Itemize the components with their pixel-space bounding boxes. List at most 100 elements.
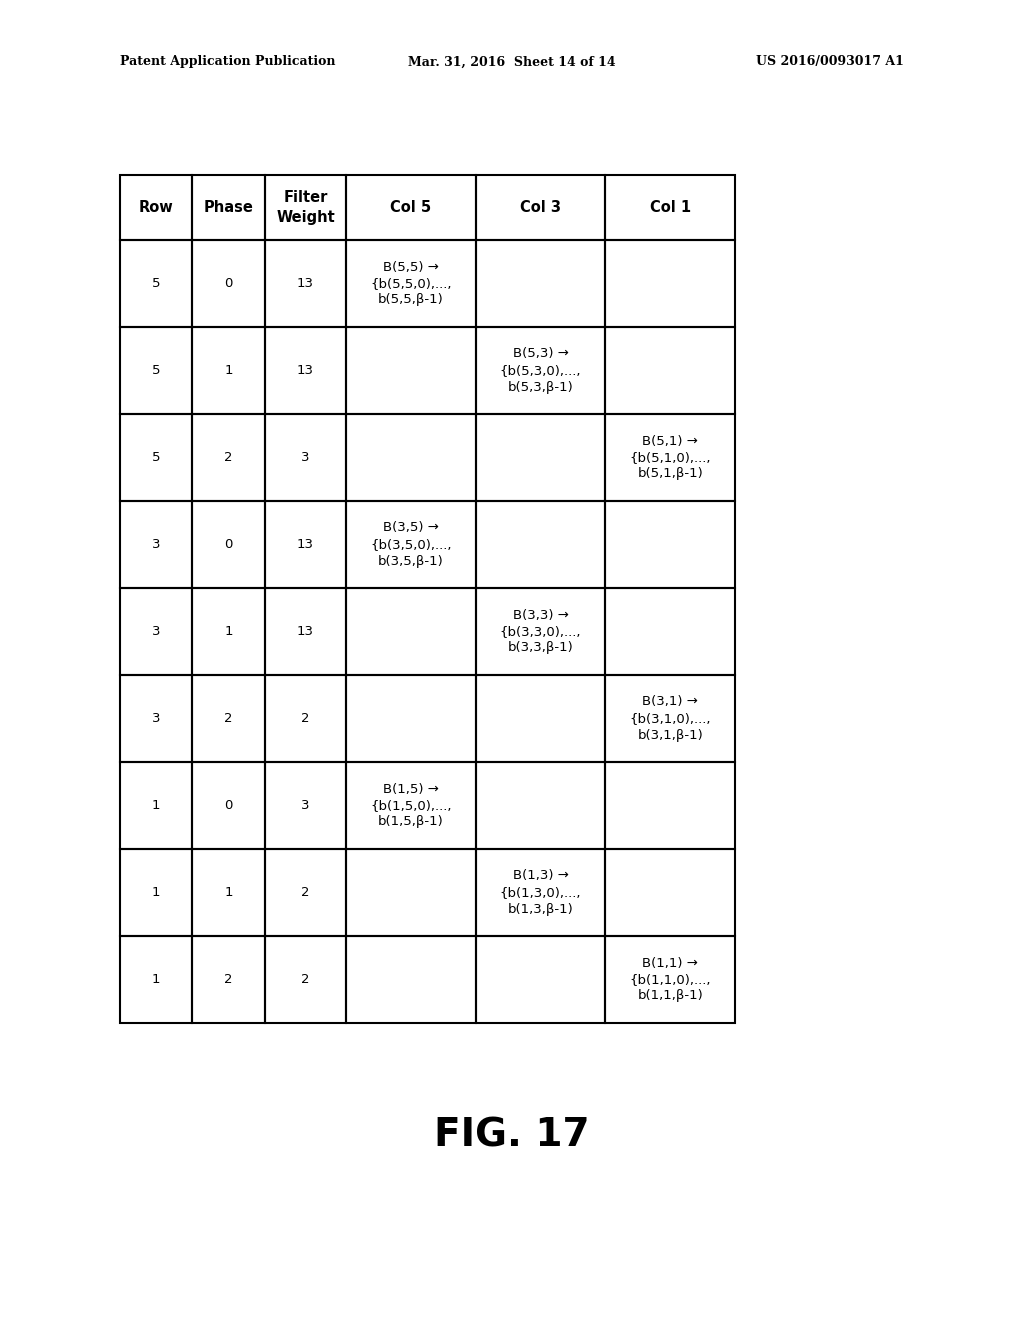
Bar (476, 327, 605, 414)
Text: 3: 3 (152, 711, 161, 725)
Text: 13: 13 (297, 624, 314, 638)
Text: 1: 1 (152, 886, 161, 899)
Bar (120, 587, 193, 675)
Bar (120, 176, 193, 240)
Bar (476, 240, 605, 327)
Text: 5: 5 (152, 451, 161, 465)
Bar (120, 240, 193, 327)
Bar (193, 762, 265, 849)
Bar (476, 849, 605, 936)
Bar (193, 240, 265, 327)
Bar (346, 502, 476, 587)
Text: B(3,5) →
{b(3,5,0),...,
b(3,5,β-1): B(3,5) → {b(3,5,0),..., b(3,5,β-1) (370, 521, 452, 568)
Text: B(5,5) →
{b(5,5,0),...,
b(5,5,β-1): B(5,5) → {b(5,5,0),..., b(5,5,β-1) (370, 260, 452, 306)
Text: B(1,5) →
{b(1,5,0),...,
b(1,5,β-1): B(1,5) → {b(1,5,0),..., b(1,5,β-1) (370, 783, 452, 829)
Bar (476, 414, 605, 502)
Text: 5: 5 (152, 364, 161, 378)
Bar (120, 762, 193, 849)
Text: 13: 13 (297, 364, 314, 378)
Bar (265, 849, 346, 936)
Bar (605, 176, 735, 240)
Bar (346, 327, 476, 414)
Bar (265, 762, 346, 849)
Bar (605, 675, 735, 762)
Bar (346, 240, 476, 327)
Text: Phase: Phase (204, 201, 254, 215)
Bar (346, 849, 476, 936)
Text: Filter
Weight: Filter Weight (276, 190, 335, 224)
Bar (605, 240, 735, 327)
Text: 0: 0 (224, 277, 232, 290)
Text: Patent Application Publication: Patent Application Publication (120, 55, 336, 69)
Text: B(1,3) →
{b(1,3,0),...,
b(1,3,β-1): B(1,3) → {b(1,3,0),..., b(1,3,β-1) (500, 870, 582, 916)
Bar (120, 675, 193, 762)
Bar (265, 587, 346, 675)
Bar (476, 176, 605, 240)
Bar (193, 176, 265, 240)
Text: Col 1: Col 1 (649, 201, 691, 215)
Bar (346, 176, 476, 240)
Bar (476, 587, 605, 675)
Text: 0: 0 (224, 799, 232, 812)
Bar (476, 762, 605, 849)
Bar (476, 675, 605, 762)
Bar (476, 502, 605, 587)
Bar (265, 936, 346, 1023)
Text: 2: 2 (301, 711, 310, 725)
Bar (605, 327, 735, 414)
Bar (265, 502, 346, 587)
Text: Row: Row (139, 201, 174, 215)
Bar (193, 675, 265, 762)
Bar (265, 327, 346, 414)
Text: 2: 2 (224, 973, 233, 986)
Text: 1: 1 (224, 624, 233, 638)
Text: B(5,1) →
{b(5,1,0),...,
b(5,1,β-1): B(5,1) → {b(5,1,0),..., b(5,1,β-1) (630, 434, 711, 480)
Bar (120, 849, 193, 936)
Text: 2: 2 (224, 711, 233, 725)
Bar (193, 502, 265, 587)
Text: 3: 3 (152, 624, 161, 638)
Text: 1: 1 (152, 799, 161, 812)
Bar (346, 762, 476, 849)
Text: 1: 1 (224, 364, 233, 378)
Bar (605, 849, 735, 936)
Bar (605, 936, 735, 1023)
Text: B(5,3) →
{b(5,3,0),...,
b(5,3,β-1): B(5,3) → {b(5,3,0),..., b(5,3,β-1) (500, 347, 582, 393)
Text: 2: 2 (224, 451, 233, 465)
Bar (193, 936, 265, 1023)
Bar (265, 414, 346, 502)
Text: Col 3: Col 3 (520, 201, 561, 215)
Bar (265, 240, 346, 327)
Text: B(3,3) →
{b(3,3,0),...,
b(3,3,β-1): B(3,3) → {b(3,3,0),..., b(3,3,β-1) (500, 609, 582, 655)
Bar (346, 675, 476, 762)
Text: 5: 5 (152, 277, 161, 290)
Text: Col 5: Col 5 (390, 201, 431, 215)
Bar (605, 762, 735, 849)
Text: 3: 3 (301, 799, 310, 812)
Bar (120, 327, 193, 414)
Text: 1: 1 (152, 973, 161, 986)
Bar (346, 587, 476, 675)
Text: 13: 13 (297, 539, 314, 550)
Bar (193, 327, 265, 414)
Bar (265, 675, 346, 762)
Bar (346, 936, 476, 1023)
Text: 3: 3 (301, 451, 310, 465)
Bar (193, 849, 265, 936)
Bar (346, 414, 476, 502)
Text: 1: 1 (224, 886, 233, 899)
Text: 0: 0 (224, 539, 232, 550)
Text: US 2016/0093017 A1: US 2016/0093017 A1 (756, 55, 904, 69)
Text: Mar. 31, 2016  Sheet 14 of 14: Mar. 31, 2016 Sheet 14 of 14 (409, 55, 615, 69)
Text: B(3,1) →
{b(3,1,0),...,
b(3,1,β-1): B(3,1) → {b(3,1,0),..., b(3,1,β-1) (630, 696, 711, 742)
Bar (120, 414, 193, 502)
Text: 13: 13 (297, 277, 314, 290)
Text: 3: 3 (152, 539, 161, 550)
Bar (193, 414, 265, 502)
Bar (120, 936, 193, 1023)
Bar (605, 414, 735, 502)
Text: B(1,1) →
{b(1,1,0),...,
b(1,1,β-1): B(1,1) → {b(1,1,0),..., b(1,1,β-1) (630, 957, 711, 1002)
Bar (605, 502, 735, 587)
Bar (265, 176, 346, 240)
Bar (120, 502, 193, 587)
